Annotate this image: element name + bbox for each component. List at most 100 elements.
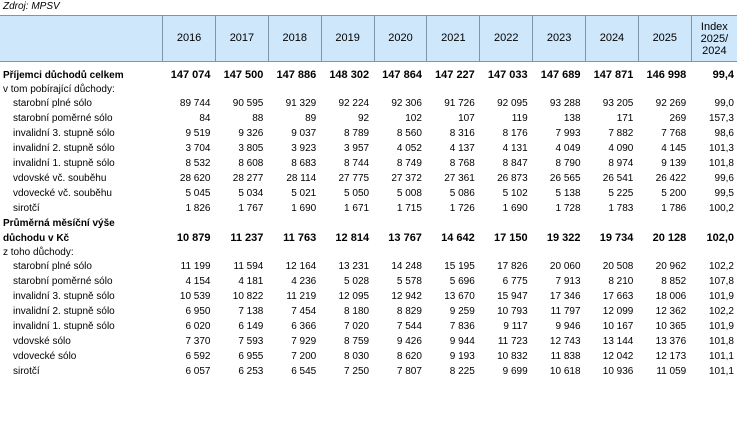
value-cell: 92 095 [497,98,528,109]
value-cell: 8 316 [449,128,475,139]
value-cell: 4 145 [661,143,687,154]
value-cell: 89 [305,113,317,124]
value-cell: 15 195 [444,261,475,272]
value-cell: 4 137 [449,143,475,154]
value-cell: 4 236 [291,276,317,287]
value-cell: 147 871 [593,69,634,81]
value-cell: 5 696 [449,276,475,287]
header-year: 2016 [162,15,216,62]
value-cell: 9 037 [291,128,317,139]
value-cell: 7 768 [661,128,687,139]
value-cell: 5 050 [344,188,370,199]
index-cell: 101,3 [708,143,734,154]
value-cell: 20 508 [602,261,634,272]
value-cell: 17 663 [602,291,634,302]
value-cell: 10 832 [497,351,528,362]
row-label: Příjemci důchodů celkem [3,70,124,81]
value-cell: 90 595 [232,98,264,109]
header-year: 2021 [426,15,480,62]
value-cell: 1 715 [396,203,422,214]
value-cell: 12 173 [655,351,687,362]
value-cell: 7 913 [555,276,581,287]
value-cell: 7 370 [185,336,211,347]
index-cell: 101,9 [708,291,734,302]
value-cell: 8 829 [396,306,422,317]
value-cell: 3 923 [291,143,317,154]
value-cell: 7 020 [344,321,370,332]
value-cell: 28 620 [179,173,211,184]
value-cell: 11 763 [283,232,317,244]
value-cell: 7 250 [344,366,370,377]
value-cell: 3 957 [344,143,370,154]
value-cell: 8 210 [608,276,634,287]
section-total-row: důchodu v Kč 10 879 11 237 11 763 12 814 13 7… [0,231,737,246]
value-cell: 92 [357,113,370,124]
subheading-row: z toho důchody: [0,246,737,259]
value-cell: 147 886 [276,69,317,81]
index-cell: 101,1 [708,351,734,362]
table-row: sirotčí 1 826 1 767 1 690 1 671 1 715 1 726 1 6… [0,201,737,216]
header-year: 2018 [267,15,322,62]
value-cell: 4 154 [185,276,211,287]
value-cell: 9 326 [238,128,264,139]
value-cell: 147 689 [540,69,581,81]
value-cell: 4 181 [238,276,264,287]
index-cell: 98,6 [714,128,734,139]
value-cell: 9 117 [503,321,528,332]
value-cell: 17 346 [549,291,581,302]
value-cell: 88 [252,113,264,124]
value-cell: 17 826 [497,261,528,272]
value-cell: 7 993 [555,128,581,139]
value-cell: 1 767 [238,203,264,214]
value-cell: 19 734 [599,232,634,244]
value-cell: 4 131 [502,143,528,154]
value-cell: 9 946 [555,321,581,332]
table-row: invalidní 1. stupně sólo 6 020 6 149 6 366 7… [0,319,737,334]
header-year: 2025 [637,15,692,62]
value-cell: 10 793 [497,306,528,317]
table-row: invalidní 2. stupně sólo 6 950 7 138 7 454 8… [0,304,737,319]
table-row: vdovské vč. souběhu 28 620 28 277 28 114 27 … [0,171,737,186]
row-label: sirotčí [13,366,40,377]
index-cell: 102,0 [706,232,734,244]
row-label: starobní poměrné sólo [13,276,113,287]
value-cell: 1 726 [449,203,475,214]
value-cell: 28 277 [232,173,264,184]
row-label: z toho důchody: [3,247,74,258]
table-row: starobní plné sólo 89 744 90 595 91 329 92 2… [0,96,737,111]
header-index-label: Index 2025/ 2024 [700,20,729,57]
row-label: vdovecké vč. souběhu [13,188,112,199]
value-cell: 11 797 [550,306,581,317]
value-cell: 9 193 [449,351,475,362]
table-row: vdovecké sólo 6 592 6 955 7 200 8 030 8 620 9 … [0,349,737,364]
value-cell: 8 759 [344,336,370,347]
value-cell: 13 767 [388,232,422,244]
value-cell: 8 532 [185,158,211,169]
index-cell: 101,8 [708,336,734,347]
value-cell: 9 944 [449,336,475,347]
row-label: invalidní 3. stupně sólo [13,291,115,302]
value-cell: 147 074 [170,69,211,81]
value-cell: 8 974 [608,158,634,169]
value-cell: 9 699 [502,366,528,377]
value-cell: 1 671 [344,203,370,214]
value-cell: 14 248 [391,261,422,272]
value-cell: 147 864 [382,69,422,81]
value-cell: 10 822 [232,291,264,302]
row-label: starobní plné sólo [13,261,92,272]
index-cell: 99,0 [714,98,734,109]
pension-table: 2016 2017 2018 2019 2020 2021 2022 2023 … [0,15,737,379]
value-cell: 93 205 [602,98,634,109]
value-cell: 27 775 [338,173,370,184]
value-cell: 5 008 [396,188,422,199]
value-cell: 12 099 [602,306,634,317]
value-cell: 8 744 [344,158,370,169]
value-cell: 20 060 [549,261,581,272]
value-cell: 1 690 [291,203,317,214]
index-cell: 101,8 [708,158,734,169]
index-cell: 99,5 [714,188,734,199]
row-label: starobní poměrné sólo [13,113,113,124]
value-cell: 20 962 [655,261,687,272]
value-cell: 5 028 [344,276,370,287]
table-row: starobní poměrné sólo 4 154 4 181 4 236 5 02… [0,274,737,289]
